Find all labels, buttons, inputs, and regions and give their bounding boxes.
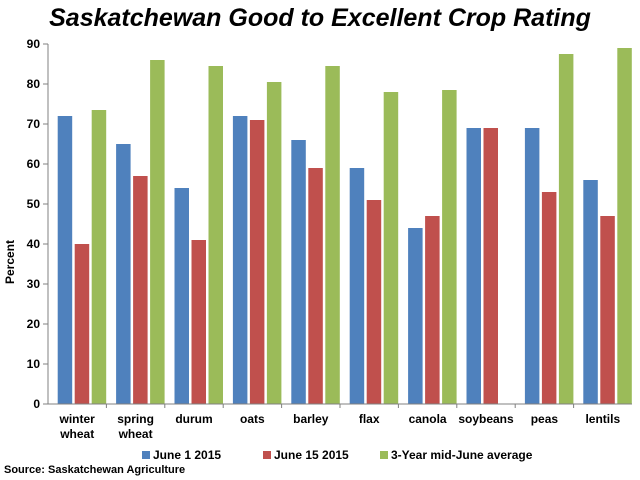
x-tick-label: lentils bbox=[585, 412, 620, 426]
bar-1-2 bbox=[191, 240, 206, 404]
bars-layer bbox=[57, 48, 632, 404]
x-tick-labels: winter wheat spring wheat durum oats barley fla… bbox=[59, 412, 621, 441]
x-tick-label: flax bbox=[359, 412, 380, 426]
x-tick-label: soybeans bbox=[458, 412, 514, 426]
y-axis-label: Percent bbox=[3, 240, 17, 284]
bar-2-1 bbox=[150, 60, 165, 404]
bar-0-5 bbox=[349, 168, 365, 404]
x-tick-label: canola bbox=[409, 412, 447, 426]
chart-title: Saskatchewan Good to Excellent Crop Rati… bbox=[49, 4, 591, 32]
bar-2-3 bbox=[266, 82, 282, 404]
bar-1-6 bbox=[425, 216, 440, 404]
legend-label: June 15 2015 bbox=[274, 448, 349, 462]
y-tick-label: 0 bbox=[33, 397, 40, 411]
bar-0-6 bbox=[408, 228, 423, 404]
x-tick-label: spring wheat bbox=[117, 412, 154, 441]
source-note: Source: Saskatchewan Agriculture bbox=[4, 464, 186, 476]
bar-0-1 bbox=[116, 144, 131, 404]
bar-1-5 bbox=[366, 200, 382, 404]
bar-0-4 bbox=[291, 140, 306, 404]
y-tick-label: 80 bbox=[27, 77, 41, 91]
y-tick-label: 90 bbox=[27, 37, 41, 51]
y-tick-label: 10 bbox=[27, 357, 41, 371]
y-tick-label: 30 bbox=[27, 277, 41, 291]
bar-1-1 bbox=[133, 176, 148, 404]
x-tick-label: oats bbox=[240, 412, 265, 426]
bar-0-7 bbox=[466, 128, 481, 404]
legend-swatch bbox=[380, 451, 388, 459]
y-tick-label: 40 bbox=[27, 237, 41, 251]
bar-1-0 bbox=[74, 244, 90, 404]
x-tick-label: winter wheat bbox=[59, 412, 96, 441]
bar-0-9 bbox=[583, 180, 598, 404]
bar-2-4 bbox=[325, 66, 340, 404]
bar-1-4 bbox=[308, 168, 323, 404]
y-tick-labels: 0 10 20 30 40 50 60 70 80 90 bbox=[27, 37, 41, 411]
y-tick-label: 20 bbox=[27, 317, 41, 331]
bar-2-5 bbox=[383, 92, 399, 404]
bar-1-9 bbox=[600, 216, 615, 404]
bar-0-3 bbox=[232, 116, 248, 404]
bar-0-8 bbox=[524, 128, 540, 404]
legend-swatch bbox=[263, 451, 271, 459]
y-tick-label: 50 bbox=[27, 197, 41, 211]
x-tick-label: durum bbox=[175, 412, 212, 426]
bar-2-2 bbox=[208, 66, 223, 404]
legend-label: 3-Year mid-June average bbox=[391, 448, 533, 462]
bar-2-9 bbox=[617, 48, 632, 404]
bar-2-6 bbox=[442, 90, 457, 404]
bar-2-0 bbox=[91, 110, 107, 404]
bar-1-7 bbox=[483, 128, 498, 404]
legend-label: June 1 2015 bbox=[153, 448, 221, 462]
y-tick-label: 70 bbox=[27, 117, 41, 131]
bar-0-2 bbox=[174, 188, 189, 404]
x-tick-label: barley bbox=[293, 412, 329, 426]
bar-0-0 bbox=[57, 116, 73, 404]
y-tick-label: 60 bbox=[27, 157, 41, 171]
x-tick-label: peas bbox=[531, 412, 559, 426]
bar-2-8 bbox=[558, 54, 574, 404]
legend-swatch bbox=[142, 451, 150, 459]
bar-1-8 bbox=[541, 192, 557, 404]
legend: June 1 2015 June 15 2015 3-Year mid-June a… bbox=[142, 448, 533, 462]
axes-layer bbox=[43, 43, 632, 408]
bar-1-3 bbox=[249, 120, 265, 404]
